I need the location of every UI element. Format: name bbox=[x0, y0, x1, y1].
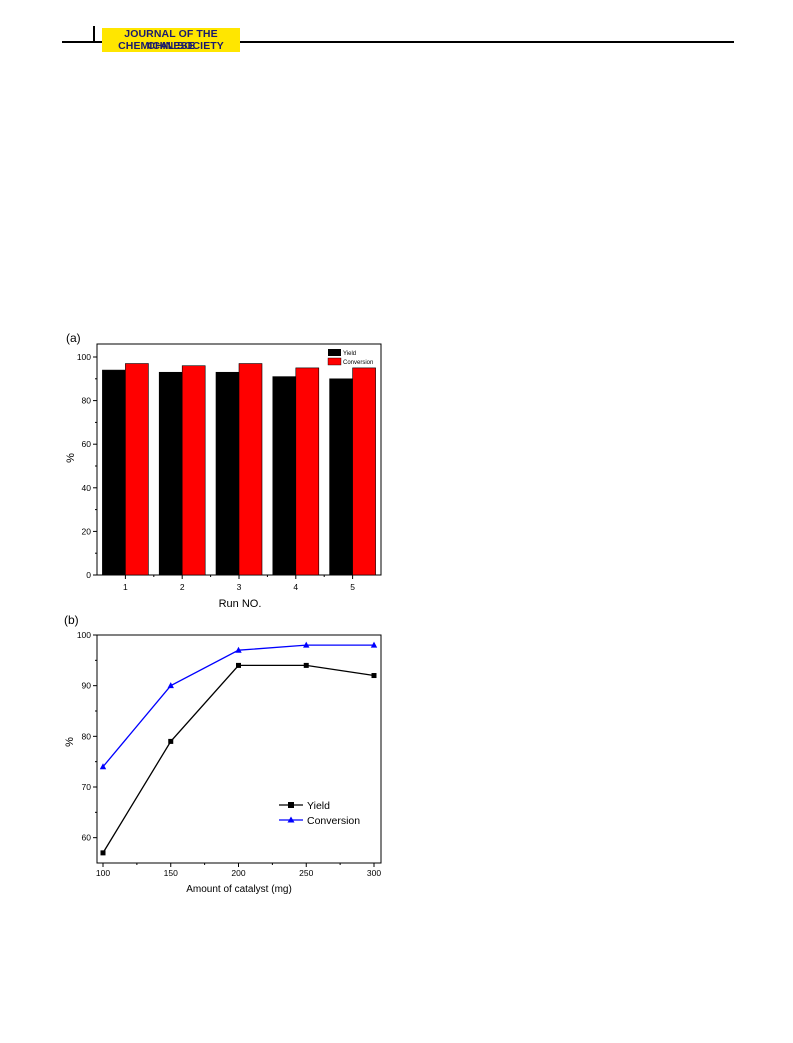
line-series-group bbox=[99, 641, 378, 856]
line-x-tick-label: 150 bbox=[164, 868, 178, 878]
bar-yield bbox=[102, 369, 126, 576]
legend-yield-swatch bbox=[328, 349, 341, 356]
bar-y-tick-label: 100 bbox=[77, 352, 91, 362]
bar-x-axis-title: Run NO. bbox=[219, 598, 262, 610]
legend-yield-marker bbox=[288, 802, 294, 808]
legend-yield-label: Yield bbox=[343, 351, 356, 357]
bar-conversion bbox=[352, 367, 376, 576]
bar-yield bbox=[215, 371, 240, 576]
line-y-axis-title: % bbox=[64, 737, 76, 747]
line-x-tick-label: 200 bbox=[231, 868, 245, 878]
journal-title-line2: CHEMICAL SOCIETY bbox=[118, 40, 224, 52]
bar-y-tick-label: 40 bbox=[82, 483, 92, 493]
bar-x-tick-label: 1 bbox=[123, 582, 128, 592]
bar-y-tick-label: 60 bbox=[82, 439, 92, 449]
yield-point bbox=[168, 738, 174, 744]
bar-conversion bbox=[181, 365, 206, 576]
line-legend: Yield Conversion bbox=[279, 800, 360, 827]
conversion-point bbox=[303, 641, 310, 648]
legend-conversion-label: Conversion bbox=[307, 815, 360, 827]
header-tick bbox=[93, 26, 95, 42]
line-x-axis: 100 150 200 250 300 bbox=[96, 863, 381, 878]
panel-a-label: (a) bbox=[66, 331, 81, 345]
bar-chart-panel: (a) 0 20 40 60 80 100 1 2 3 4 5 Run NO. % Yield C… bbox=[65, 331, 382, 610]
legend-conversion-marker bbox=[287, 816, 295, 823]
bar-conversion bbox=[125, 363, 149, 576]
legend-conversion-swatch bbox=[327, 357, 342, 366]
yield-point bbox=[303, 662, 309, 668]
bar-y-tick-label: 0 bbox=[86, 570, 91, 580]
line-y-tick-label: 60 bbox=[82, 833, 92, 843]
line-x-tick-label: 300 bbox=[367, 868, 381, 878]
bar-y-axis-title: % bbox=[65, 453, 77, 463]
bar-x-tick-label: 4 bbox=[293, 582, 298, 592]
line-x-tick-label: 250 bbox=[299, 868, 313, 878]
line-x-axis-title: Amount of catalyst (mg) bbox=[186, 884, 292, 895]
legend-conversion-label: Conversion bbox=[343, 360, 373, 366]
bar-legend: Yield Conversion bbox=[327, 349, 373, 366]
bar-x-tick-label: 2 bbox=[180, 582, 185, 592]
journal-header: JOURNAL OF THE CHINESE CHEMICAL SOCIETY bbox=[0, 0, 793, 60]
bar-series-group bbox=[102, 363, 376, 576]
header-rule-main bbox=[240, 41, 734, 43]
bar-conversion bbox=[238, 363, 263, 576]
bar-yield bbox=[158, 371, 183, 576]
bar-yield bbox=[272, 376, 297, 576]
conversion-point bbox=[235, 646, 242, 653]
legend-yield-label: Yield bbox=[307, 800, 330, 812]
yield-point bbox=[100, 850, 106, 856]
bar-conversion bbox=[295, 367, 320, 576]
yield-point bbox=[236, 662, 241, 668]
line-y-tick-label: 70 bbox=[82, 782, 92, 792]
bar-y-tick-label: 80 bbox=[82, 396, 92, 406]
line-y-tick-label: 80 bbox=[82, 731, 92, 741]
line-x-tick-label: 100 bbox=[96, 868, 110, 878]
bar-x-axis: 1 2 3 4 5 bbox=[123, 575, 355, 592]
journal-title-line1: JOURNAL OF THE CHINESE bbox=[124, 28, 218, 52]
conversion-point bbox=[167, 682, 174, 689]
line-y-tick-label: 100 bbox=[77, 630, 91, 640]
bar-x-tick-label: 3 bbox=[237, 582, 242, 592]
line-y-axis: 60 70 80 90 100 bbox=[77, 630, 97, 843]
conversion-point bbox=[370, 641, 378, 648]
bar-y-tick-label: 20 bbox=[82, 526, 92, 536]
bar-x-tick-label: 5 bbox=[350, 582, 355, 592]
yield-point bbox=[371, 673, 377, 679]
journal-badge: JOURNAL OF THE CHINESE CHEMICAL SOCIETY bbox=[102, 28, 240, 52]
conversion-point bbox=[99, 763, 107, 770]
bar-y-axis: 0 20 40 60 80 100 bbox=[77, 352, 97, 580]
header-rule-left bbox=[62, 41, 102, 43]
panel-b-label: (b) bbox=[64, 613, 79, 627]
bar-yield bbox=[329, 378, 353, 576]
line-y-tick-label: 90 bbox=[82, 681, 92, 691]
line-chart-panel: (b) 60 70 80 90 100 100 150 200 250 300 Amount o… bbox=[64, 613, 382, 895]
line-plot-frame bbox=[96, 634, 382, 864]
